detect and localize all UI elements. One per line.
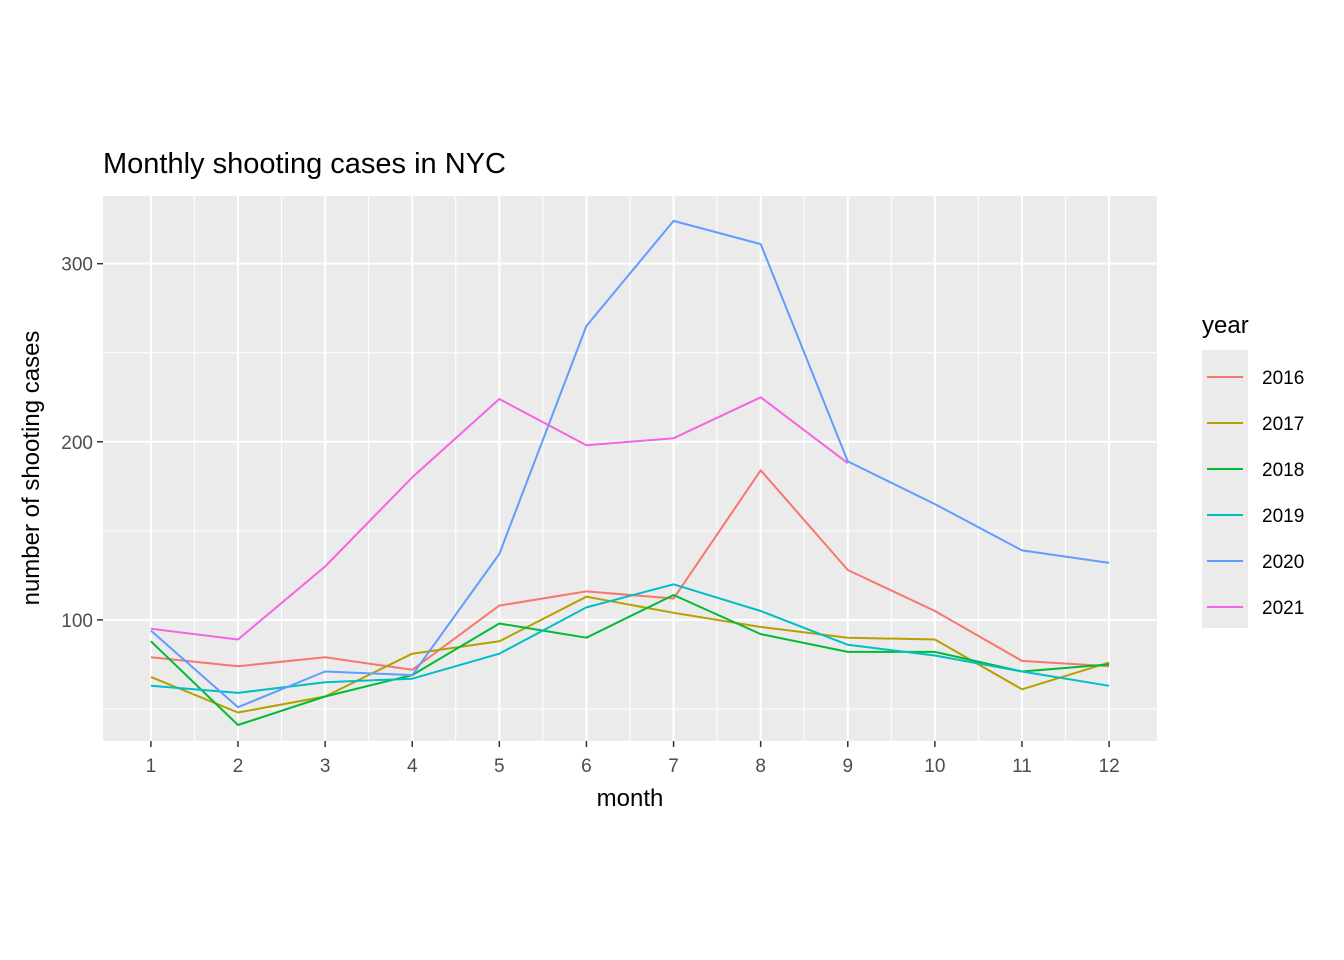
- x-tick-label: 9: [842, 756, 853, 777]
- series-line-2017: [150, 595, 1110, 714]
- chart-title: Monthly shooting cases in NYC: [103, 148, 506, 180]
- y-tick-label: 100: [61, 611, 93, 632]
- x-tick-label: 5: [494, 756, 505, 777]
- legend-label: 2021: [1262, 598, 1304, 619]
- x-tick-label: 8: [755, 756, 766, 777]
- legend-label: 2017: [1262, 414, 1304, 435]
- x-tick-label: 4: [407, 756, 418, 777]
- x-tick-label: 3: [320, 756, 331, 777]
- series-line-2020: [150, 219, 1110, 709]
- legend-label: 2019: [1262, 506, 1304, 527]
- x-tick-label: 12: [1099, 756, 1120, 777]
- x-tick-label: 2: [233, 756, 244, 777]
- legend-key-background: [1202, 350, 1248, 628]
- minor-gridlines: [103, 196, 1157, 741]
- legend-title: year: [1202, 312, 1249, 339]
- legend-label: 2018: [1262, 460, 1304, 481]
- y-axis-title: number of shooting cases: [18, 331, 45, 606]
- y-tick-label: 300: [61, 255, 93, 276]
- y-axis: 100 200 300: [61, 255, 103, 632]
- series-lines: [150, 219, 1110, 726]
- x-axis: 1 2 3 4 5 6 7 8 9 10 11 12: [146, 741, 1120, 777]
- x-tick-label: 10: [924, 756, 945, 777]
- y-tick-label: 200: [61, 433, 93, 454]
- series-line-2018: [150, 594, 1110, 726]
- x-tick-label: 7: [668, 756, 679, 777]
- x-tick-label: 11: [1012, 756, 1032, 777]
- x-axis-title: month: [597, 785, 664, 812]
- series-line-2021: [150, 396, 849, 641]
- series-line-2019: [150, 583, 1110, 694]
- x-tick-label: 1: [146, 756, 157, 777]
- x-tick-label: 6: [581, 756, 592, 777]
- legend-label: 2016: [1262, 368, 1304, 389]
- legend-label: 2020: [1262, 552, 1304, 573]
- legend: year 2016 2017 2018 2019 2020 2021: [1202, 312, 1304, 628]
